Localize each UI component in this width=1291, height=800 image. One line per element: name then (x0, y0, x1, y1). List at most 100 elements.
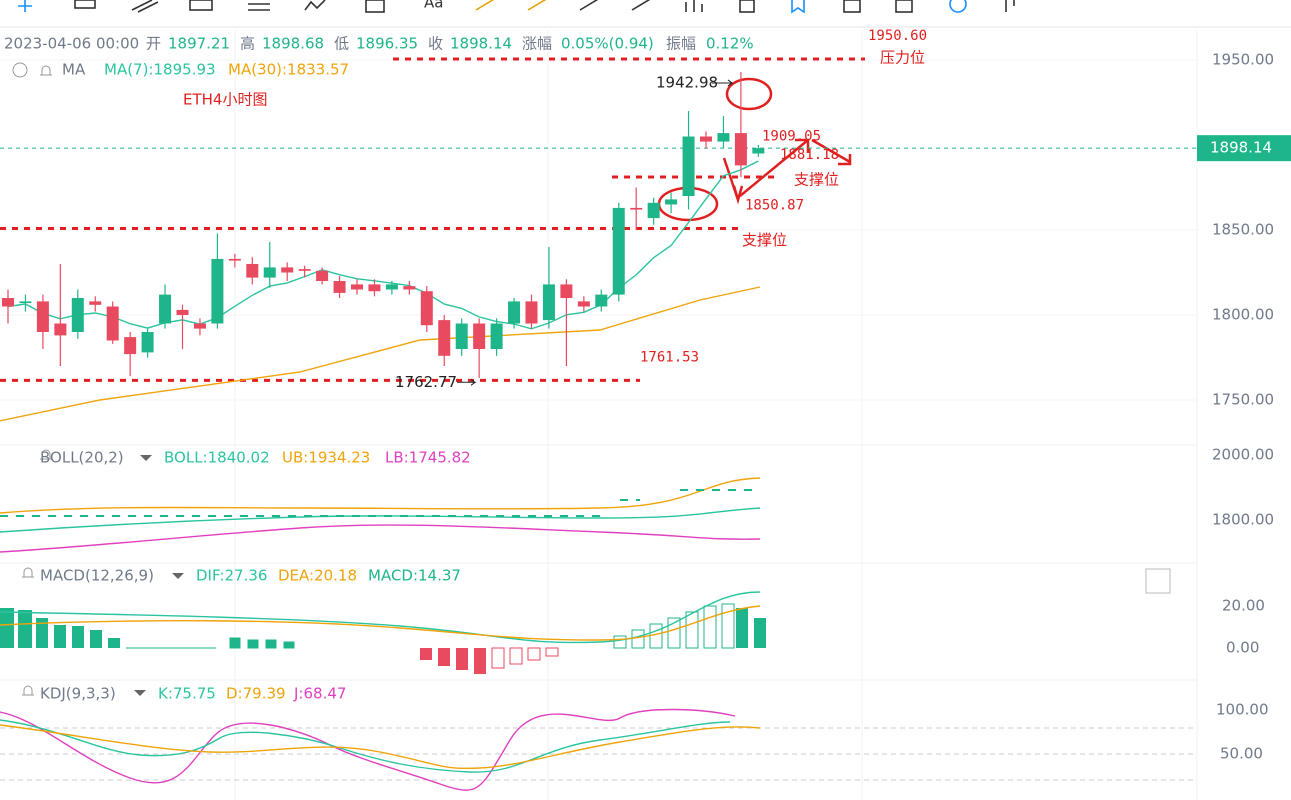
candle-body (19, 301, 32, 304)
level-price: 1761.53 (640, 349, 699, 365)
y-tick-label: 0.00 (1226, 639, 1259, 657)
candle-body (36, 301, 49, 333)
candle-body (89, 301, 102, 305)
candle-body (560, 284, 573, 299)
candle-body (577, 301, 590, 307)
y-tick-label: 1800.00 (1212, 511, 1274, 529)
boll-mid: BOLL:1840.02 (164, 449, 270, 467)
last-price-label: 1898.14 (1210, 139, 1272, 157)
candle-body (316, 270, 329, 282)
candle-body (176, 309, 189, 316)
kdj-name: KDJ(9,3,3) (40, 685, 116, 703)
ma7-legend: MA(7):1895.93 (104, 61, 216, 79)
tool-more[interactable] (1005, 0, 1015, 12)
target-price: 1909.05 (762, 129, 821, 145)
label: 低 (334, 35, 349, 53)
y-tick-label: 50.00 (1220, 745, 1263, 763)
tool-ruler[interactable] (475, 0, 548, 11)
kdj-j: J:68.47 (293, 685, 346, 703)
level-price: 1950.60 (868, 28, 927, 44)
candle-body (595, 294, 608, 307)
tool-text[interactable]: Aa (424, 0, 443, 12)
candle-body (211, 258, 224, 324)
high-arrow (712, 79, 734, 87)
tool-delete[interactable] (895, 0, 913, 13)
y-tick-label: 1800.00 (1212, 306, 1274, 324)
candle-body (385, 284, 398, 290)
candle-body (263, 267, 276, 278)
candle-body (54, 323, 67, 336)
tool-link[interactable] (949, 0, 967, 13)
expand-button[interactable] (1145, 568, 1171, 594)
level-price: 1881.18 (780, 147, 839, 163)
candle-body (281, 267, 294, 273)
candle-body (542, 284, 555, 321)
collapse-icon[interactable] (12, 62, 28, 78)
tool-brush[interactable] (579, 0, 652, 11)
boll-lb: LB:1745.82 (385, 449, 471, 467)
tool-crosshair[interactable] (18, 0, 32, 12)
tool-channel[interactable] (131, 0, 159, 13)
tool-note[interactable] (739, 0, 755, 13)
label: 开 (146, 35, 161, 53)
tool-bookmark[interactable] (791, 0, 805, 14)
boll-name: BOLL(20,2) (40, 449, 124, 467)
level-price: 1850.87 (745, 198, 804, 214)
low-arrow (457, 378, 477, 386)
label: 高 (240, 35, 255, 53)
candle-body (2, 298, 14, 307)
candle-body (752, 148, 765, 154)
candle-body (490, 323, 503, 350)
macd-panel: MACD(12,26,9) DIF:27.36 DEA:20.18 MACD:1… (0, 567, 1265, 674)
ma30-legend: MA(30):1833.57 (228, 61, 349, 79)
ma7-line (7, 160, 759, 330)
candle-body (665, 199, 678, 205)
value: 1897.21 (168, 35, 230, 53)
candle-body (246, 264, 259, 278)
tool-rect[interactable] (189, 0, 213, 11)
tool-wave[interactable] (304, 0, 326, 11)
toolbar (0, 0, 1291, 28)
candle-body (368, 284, 381, 292)
macd-name: MACD(12,26,9) (40, 567, 154, 585)
y-tick-label: 1850.00 (1212, 221, 1274, 239)
candle-body (351, 284, 363, 290)
last-price-tag (1197, 135, 1291, 162)
y-tick-label: 20.00 (1222, 597, 1265, 615)
tool-measure[interactable] (365, 0, 385, 13)
value: 1898.68 (262, 35, 324, 53)
value: 0.12% (706, 35, 754, 53)
candle-body (333, 281, 346, 293)
y-tick-label: 1950.00 (1212, 51, 1274, 69)
boll-ub: UB:1934.23 (282, 449, 370, 467)
label: 涨幅 (522, 35, 552, 53)
tool-edit[interactable] (843, 0, 861, 13)
candle-body (403, 286, 416, 290)
ma-name: MA (62, 61, 86, 79)
alert-icon[interactable] (40, 65, 52, 76)
candle-body (141, 332, 154, 353)
candle-body (106, 306, 119, 341)
label: 收 (428, 35, 443, 53)
candle-body (193, 323, 206, 329)
candle-body (473, 323, 486, 350)
y-tick-label: 1750.00 (1212, 391, 1274, 409)
candle-body (717, 133, 730, 142)
label: 振幅 (666, 35, 696, 53)
value: 1898.14 (450, 35, 512, 53)
tool-bars[interactable] (685, 0, 703, 12)
low-label: 1762.77 (395, 373, 457, 391)
candle-body (298, 269, 311, 271)
candle-body (420, 291, 433, 326)
candle-body (124, 337, 137, 355)
tool-fib[interactable] (248, 3, 270, 11)
candle-body (682, 136, 695, 197)
macd-dif: DIF:27.36 (196, 567, 267, 585)
value: 0.05%(0.94) (561, 35, 654, 53)
time: 2023-04-06 00:00 (4, 35, 139, 53)
candle-body (525, 301, 538, 324)
level-note: 支撑位 (794, 170, 839, 188)
tool-line[interactable] (74, 0, 96, 9)
kdj-panel: KDJ(9,3,3) K:75.75 D:79.39 J:68.47 100.0… (0, 685, 1269, 791)
